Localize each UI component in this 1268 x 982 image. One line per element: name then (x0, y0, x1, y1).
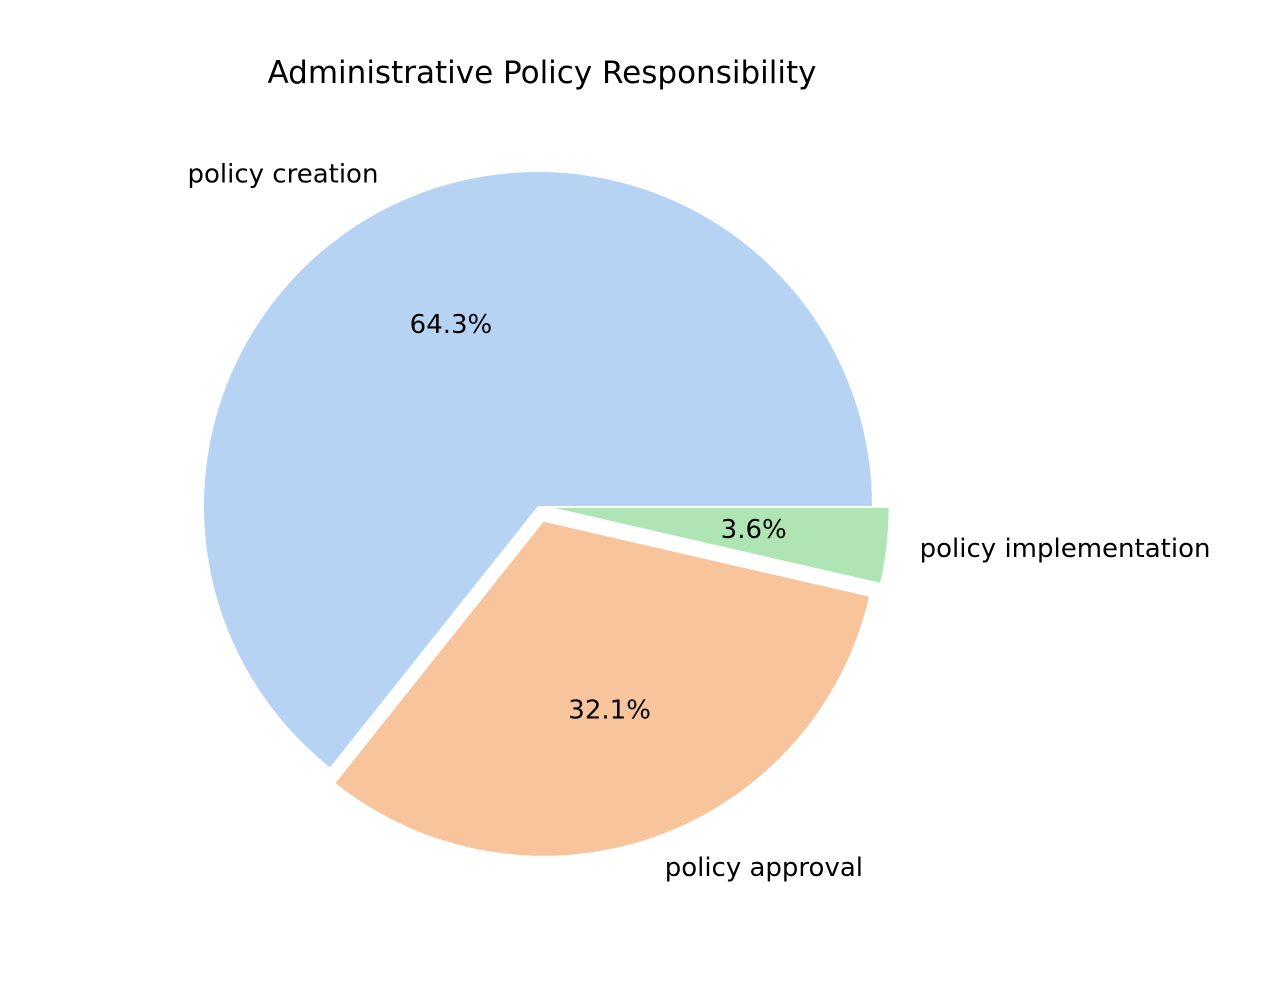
pct-label-policy-creation: 64.3% (410, 310, 493, 340)
pct-label-policy-approval: 32.1% (568, 695, 651, 725)
pie-slices (203, 171, 889, 856)
pie-slice-policy-approval (335, 521, 870, 856)
chart-title: Administrative Policy Responsibility (268, 55, 817, 91)
pie-slice-policy-creation (203, 171, 872, 768)
pie-slice-policy-implementation (554, 507, 889, 583)
slice-label-policy-approval: policy approval (665, 853, 863, 883)
slice-label-policy-creation: policy creation (187, 160, 378, 190)
slice-label-policy-implementation: policy implementation (920, 534, 1211, 564)
pie-labels: policy creation 64.3% policy approval 32.1%… (187, 160, 1210, 884)
pct-label-policy-implementation: 3.6% (721, 515, 787, 545)
